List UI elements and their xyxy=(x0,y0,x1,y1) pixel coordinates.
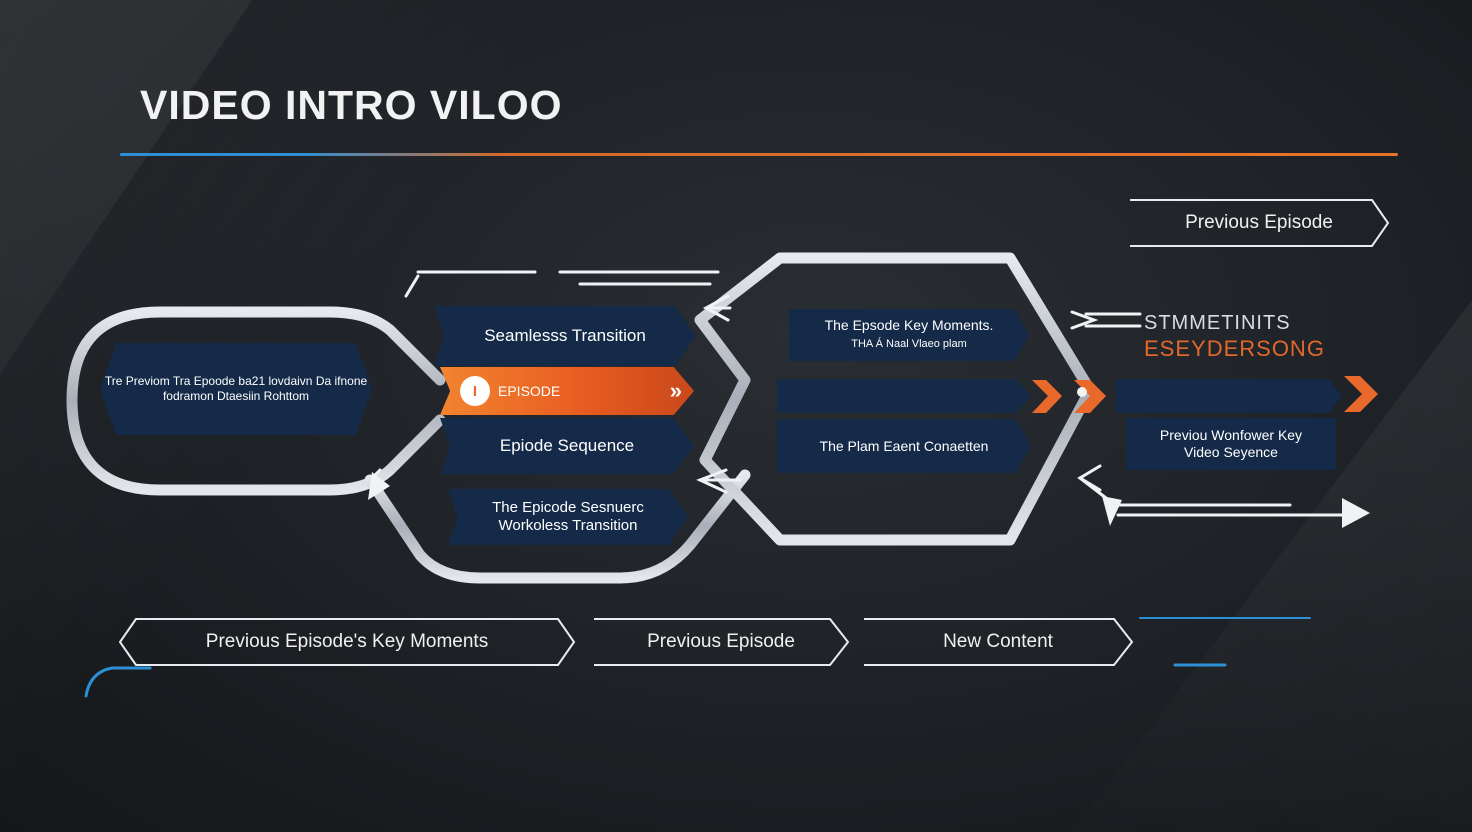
previous-episode-button-top[interactable]: Previous Episode xyxy=(1128,198,1390,248)
node-episode-highlight[interactable]: I EPISODE » xyxy=(440,367,694,415)
new-content-label: New Content xyxy=(943,631,1053,652)
node-previous-episode[interactable]: Tre Previom Tra Epoode ba21 lovdaivn Da … xyxy=(100,343,372,435)
node-workless-line2: Workoless Transition xyxy=(498,517,638,534)
node-workflow-line2: Video Seyence xyxy=(1184,444,1278,460)
side-caption-line1: STMMETINITS xyxy=(1144,312,1291,334)
left-loop xyxy=(66,306,446,496)
node-previous-episode-text: Tre Previom Tra Epoode ba21 lovdaivn Da … xyxy=(104,374,368,403)
outline-frame xyxy=(864,618,1134,666)
key-moments-label: Previous Episode's Key Moments xyxy=(205,631,489,652)
lower-loop xyxy=(364,469,751,584)
episode-badge-icon: I xyxy=(460,376,490,406)
node-episode-label: EPISODE xyxy=(498,383,561,399)
node-episode-sequence[interactable]: Epiode Sequence xyxy=(440,418,694,474)
node-episode-sequence-label: Epiode Sequence xyxy=(499,436,635,455)
deco-line-bottom-left xyxy=(84,666,152,698)
node-plam-connection[interactable]: The Plam Eaent Conaetten xyxy=(777,419,1031,473)
node-workless-transition[interactable]: The Epicode Sesnuerc Workoless Transitio… xyxy=(448,489,688,545)
node-key-moments[interactable]: The Epsode Key Moments. THA Á Naal Vlaeo… xyxy=(789,309,1029,361)
outline-frame xyxy=(118,618,576,666)
outline-frame xyxy=(1130,199,1390,247)
arrow-head-down xyxy=(1102,496,1122,526)
page-title: VIDEO INTRO VILOO xyxy=(140,82,563,128)
node-bar-middle[interactable] xyxy=(777,379,1031,413)
key-moments-button[interactable]: Previous Episode's Key Moments xyxy=(118,617,576,667)
node-workless-line1: The Epicode Sesnuerc xyxy=(492,499,644,516)
node-seamless-transition[interactable]: Seamlesss Transition xyxy=(434,306,696,366)
title-underline xyxy=(120,153,1398,156)
node-dot xyxy=(1077,387,1087,397)
node-key-moments-line1: The Epsode Key Moments. xyxy=(824,317,994,333)
arrow-head-right-2 xyxy=(1342,498,1370,528)
outline-frame xyxy=(594,618,850,666)
previous-episode-top-label: Previous Episode xyxy=(1185,212,1333,233)
double-chevron-icon: » xyxy=(669,378,682,403)
node-plam-label: The Plam Eaent Conaetten xyxy=(819,438,989,454)
arrow-head-up-left xyxy=(368,472,390,500)
node-seamless-transition-label: Seamlesss Transition xyxy=(484,326,646,345)
node-workless-transition-text: The Epicode Sesnuerc Workoless Transitio… xyxy=(492,499,644,535)
new-content-button[interactable]: New Content xyxy=(862,617,1134,667)
node-workflow-video-sequence[interactable]: Previou Wonfower Key Video Seyence xyxy=(1126,418,1336,470)
node-bar-right[interactable] xyxy=(1116,379,1342,413)
previous-episode-button[interactable]: Previous Episode xyxy=(592,617,850,667)
node-key-moments-text: The Epsode Key Moments. THA Á Naal Vlaeo… xyxy=(825,317,994,353)
node-workflow-text: Previou Wonfower Key Video Seyence xyxy=(1160,427,1302,461)
side-caption: STMMETINITS ESEYDERSONG xyxy=(1144,310,1325,362)
node-key-moments-line2: THA Á Naal Vlaeo plam xyxy=(851,338,967,350)
orange-chevrons xyxy=(1032,376,1378,413)
arrow-head-right-1 xyxy=(1070,310,1099,330)
previous-episode-label: Previous Episode xyxy=(647,631,795,652)
side-caption-line2: ESEYDERSONG xyxy=(1144,336,1325,361)
node-workflow-line1: Previou Wonfower Key xyxy=(1159,427,1303,443)
